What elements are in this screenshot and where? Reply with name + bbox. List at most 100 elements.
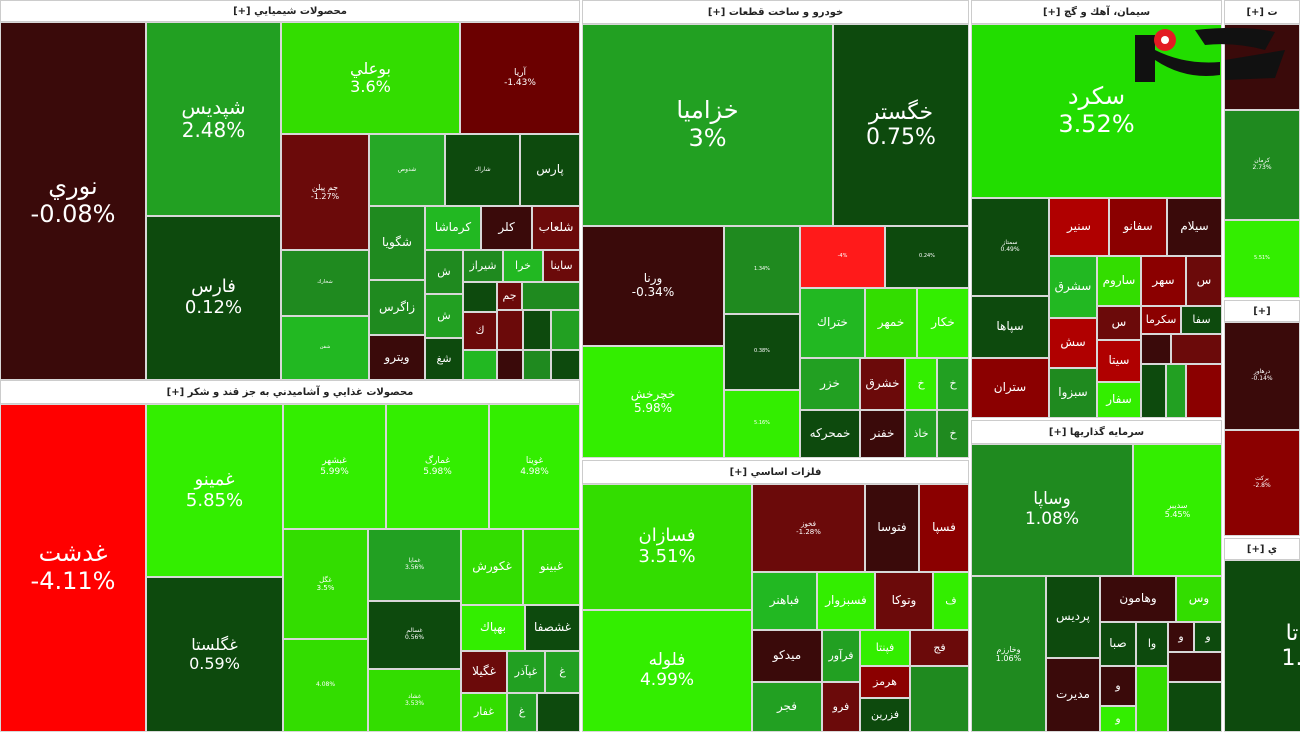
stock-change: -2.8% — [1253, 482, 1271, 489]
sector-header[interactable]: محصولات غذايي و آشاميدني به جز قند و شكر… — [0, 380, 580, 404]
sector-header[interactable]: [+] — [1224, 300, 1300, 322]
stock-tile: ساروم — [1097, 256, 1141, 306]
tile-filler — [1168, 682, 1222, 732]
stock-tile: و — [1168, 622, 1194, 652]
stock-tile: سديبر 5.45% — [1133, 444, 1222, 576]
stock-symbol: بهپاك — [479, 620, 507, 635]
stock-change: 3% — [688, 124, 727, 152]
stock-symbol: فج — [933, 640, 946, 654]
stock-tile: 0.24% — [885, 226, 969, 288]
stock-tile: خچرخش 5.98% — [582, 346, 724, 458]
stock-change: 1. — [1281, 646, 1300, 671]
stock-change: -1.27% — [310, 192, 340, 201]
sector-header[interactable]: فلزات اساسي [+] — [582, 460, 969, 484]
stock-tile: شدوص — [369, 134, 445, 206]
stock-tile: صبا — [1100, 622, 1136, 666]
stock-symbol: فرو — [832, 699, 850, 713]
stock-symbol: خكار — [931, 315, 955, 330]
stock-symbol: زاگرس — [378, 299, 416, 314]
tile-filler — [497, 350, 523, 380]
stock-tile: هرمز — [860, 666, 910, 698]
stock-symbol: سنير — [1067, 219, 1091, 234]
stock-tile: خكار — [917, 288, 969, 358]
stock-tile: فجر — [752, 682, 822, 732]
tile-filler — [1168, 652, 1222, 682]
stock-symbol: سشرق — [1054, 279, 1092, 294]
stock-tile: غمينو 5.85% — [146, 404, 283, 577]
tile-filler — [463, 350, 497, 380]
stock-symbol: سيلام — [1180, 219, 1209, 234]
stock-symbol: جم — [502, 288, 517, 302]
sector-header[interactable]: سيمان، آهك و گچ [+] — [971, 0, 1222, 24]
stock-symbol: خ — [949, 426, 957, 440]
stock-change: -1.28% — [796, 528, 821, 536]
stock-change: -0.08% — [30, 200, 116, 228]
tile-filler — [463, 282, 497, 312]
stock-change: 4.99% — [639, 670, 694, 690]
stock-change: 0.59% — [189, 653, 240, 673]
stock-symbol: سفانو — [1123, 219, 1153, 234]
stock-symbol: شگويا — [382, 235, 412, 250]
sector-header[interactable]: سرمايه گذاريها [+] — [971, 420, 1222, 444]
stock-tile: فرآور — [822, 630, 860, 682]
stock-symbol: فسبزوار — [825, 593, 867, 608]
stock-symbol: سديبر — [1167, 500, 1188, 510]
stock-symbol: شلعاب — [538, 220, 574, 235]
sector-header[interactable]: خودرو و ساخت قطعات [+] — [582, 0, 969, 24]
stock-change: 0.49% — [1000, 246, 1020, 253]
stock-tile: زاگرس — [369, 280, 425, 335]
stock-symbol: پارس — [536, 162, 564, 177]
stock-tile: س — [1186, 256, 1222, 306]
sector-header[interactable]: ت [+] — [1224, 0, 1300, 24]
stock-tile: غسالم 0.56% — [368, 601, 461, 669]
stock-symbol: ورنا — [643, 271, 663, 286]
stock-tile: بركت -2.8% — [1224, 430, 1300, 536]
stock-change: -4.11% — [30, 567, 116, 595]
stock-tile: 4.08% — [283, 639, 368, 732]
stock-tile: فج — [910, 630, 969, 666]
stock-symbol: آريا — [513, 67, 527, 78]
stock-tile: 0.38% — [724, 314, 800, 390]
stock-tile: بوعلي 3.6% — [281, 22, 460, 134]
sector-header[interactable]: محصولات شيميايي [+] — [0, 0, 580, 22]
stock-tile: خزاميا 3% — [582, 24, 833, 226]
stock-symbol: شخارك — [317, 279, 333, 286]
stock-symbol: وهامون — [1119, 591, 1157, 606]
stock-symbol: سكرد — [1067, 82, 1126, 111]
stock-symbol: خرا — [515, 258, 531, 272]
stock-tile: س — [1097, 306, 1141, 340]
stock-tile: ف — [933, 572, 969, 630]
stock-change: -4% — [837, 253, 848, 260]
stock-tile: غگل 3.5% — [283, 529, 368, 639]
stock-tile: وخارزم 1.06% — [971, 576, 1046, 732]
stock-tile: تا1. — [1224, 560, 1300, 732]
stock-change: -0.34% — [631, 285, 675, 299]
stock-symbol: فارس — [191, 276, 236, 298]
stock-symbol: فپنتا — [875, 640, 895, 654]
stock-symbol: وساپا — [1033, 489, 1071, 510]
stock-symbol: سمتاز — [1002, 239, 1018, 247]
stock-change: 3.5% — [316, 584, 335, 592]
stock-symbol: غشاد — [408, 692, 421, 700]
stock-change: 0.24% — [919, 253, 935, 260]
stock-tile: وس — [1176, 576, 1222, 622]
stock-tile: بهپاك — [461, 605, 525, 651]
sector-header[interactable]: ي [+] — [1224, 538, 1300, 560]
stock-tile: غفار — [461, 693, 507, 732]
stock-tile: غ — [545, 651, 580, 693]
stock-tile: وا — [1136, 622, 1168, 666]
stock-tile: وتوكا — [875, 572, 933, 630]
stock-tile: شفن — [281, 316, 369, 380]
stock-symbol: خچرخش — [630, 387, 676, 402]
stock-tile: خاذ — [905, 410, 937, 458]
stock-symbol: غسالم — [406, 627, 423, 635]
stock-symbol: ميدكو — [772, 648, 802, 663]
stock-tile: و — [1194, 622, 1222, 652]
stock-tile: سكرد 3.52% — [971, 24, 1222, 198]
stock-symbol: خشرق — [865, 376, 900, 391]
stock-symbol: غمارگ — [424, 456, 451, 467]
stock-symbol: صبا — [1109, 636, 1127, 651]
stock-tile: شخارك — [281, 250, 369, 316]
stock-tile: غ — [507, 693, 537, 732]
stock-tile: كلر — [481, 206, 532, 250]
